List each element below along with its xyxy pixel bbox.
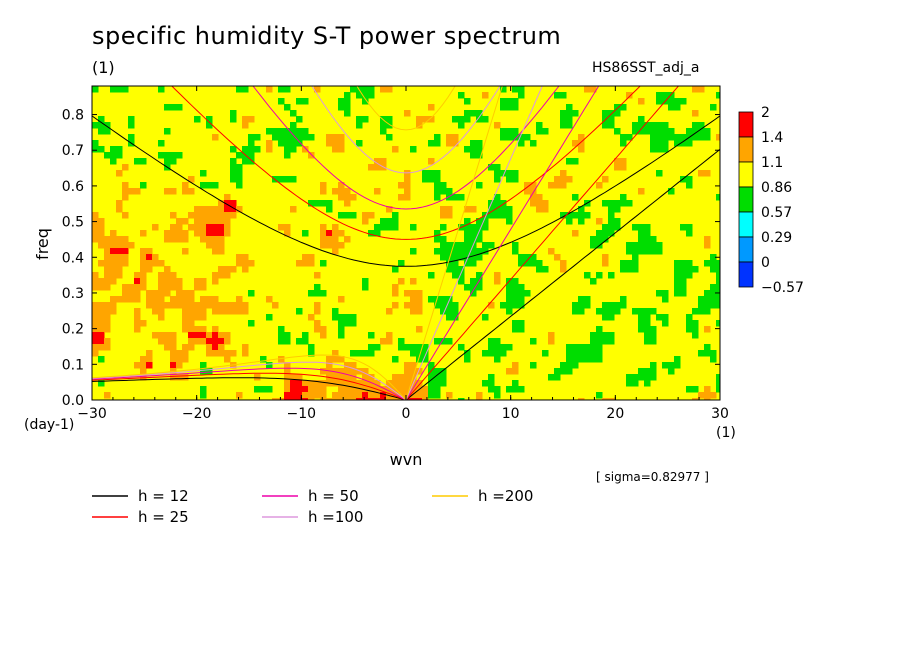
rossby-curve-3: [92, 361, 407, 400]
colorbar-swatch-3: [738, 186, 754, 213]
x-tick-label-3: 0: [402, 406, 411, 422]
gravity-curve-4: [356, 86, 456, 131]
y-tick-label-3: 0.3: [62, 286, 84, 302]
y-axis: 0.0 0.1 0.2 0.3 0.4 0.5 0.6 0.7 0.8: [62, 108, 720, 409]
y-tick-label-2: 0.2: [62, 322, 84, 338]
rossby-curve-4: [92, 354, 407, 400]
y-tick-label-8: 0.8: [62, 108, 84, 124]
gravity-curve-2: [252, 86, 560, 210]
sigma-annotation: [ sigma=0.82977 ]: [596, 470, 709, 484]
colorbar-swatch-4: [738, 211, 754, 238]
legend-label-2: h = 50: [308, 487, 359, 505]
rossby-curve-2: [92, 367, 407, 400]
y-axis-label: freq: [33, 228, 52, 260]
colorbar-label-7: −0.57: [761, 280, 804, 296]
legend-label-0: h = 12: [138, 487, 189, 505]
x-unit-label: (1): [716, 425, 736, 441]
y-tick-label-1: 0.1: [62, 357, 84, 373]
rossby-curve-1: [92, 372, 407, 400]
y-tick-label-4: 0.4: [62, 250, 84, 266]
kelvin-curve-3: [405, 86, 543, 400]
legend-label-3: h =100: [308, 508, 363, 526]
colorbar-label-4: 0.57: [761, 205, 792, 221]
x-axis: −30 −20 −10 0 10 20 30: [77, 86, 729, 422]
colorbar-label-6: 0: [761, 255, 770, 271]
x-axis-label: wvn: [390, 450, 423, 469]
kelvin-curve-1: [405, 86, 680, 400]
legend-label-1: h = 25: [138, 508, 189, 526]
colorbar-label-5: 0.29: [761, 230, 792, 246]
y-tick-label-5: 0.5: [62, 215, 84, 231]
gravity-curve-3: [311, 86, 501, 174]
colorbar-swatch-1: [738, 136, 754, 163]
y-tick-label-6: 0.6: [62, 179, 84, 195]
kelvin-curve-4: [405, 86, 503, 400]
y-unit-label: (day-1): [24, 417, 74, 433]
x-tick-label-1: −20: [182, 406, 212, 422]
power-spectrum-field: [92, 86, 720, 400]
x-tick-label-6: 30: [711, 406, 729, 422]
x-tick-label-0: −30: [77, 406, 107, 422]
colorbar-label-0: 2: [761, 105, 770, 121]
colorbar-swatch-0: [738, 111, 754, 138]
colorbar-label-2: 1.1: [761, 155, 783, 171]
chart-subtitle-experiment: HS86SST_adj_a: [592, 60, 700, 76]
kelvin-curve-0: [405, 148, 720, 400]
legend-label-4: h =200: [478, 487, 533, 505]
colorbar-swatch-2: [738, 161, 754, 188]
x-tick-label-2: −10: [287, 406, 317, 422]
dispersion-curves: [92, 86, 720, 400]
gravity-curve-1: [171, 86, 641, 240]
colorbar-label-1: 1.4: [761, 130, 783, 146]
legend: h = 12 h = 25 h = 50 h =100 h =200: [92, 487, 533, 526]
x-tick-label-5: 20: [606, 406, 624, 422]
y-tick-label-0: 0.0: [62, 393, 84, 409]
colorbar: 2 1.4 1.1 0.86 0.57 0.29 0 −0.57: [738, 105, 804, 296]
colorbar-swatch-6: [738, 261, 754, 288]
kelvin-curve-2: [405, 86, 600, 400]
x-tick-label-4: 10: [502, 406, 520, 422]
y-tick-label-7: 0.7: [62, 143, 84, 159]
rossby-curve-0: [92, 377, 407, 400]
chart-subtitle-units: (1): [92, 58, 115, 77]
chart-title: specific humidity S-T power spectrum: [92, 22, 562, 50]
colorbar-swatch-5: [738, 236, 754, 263]
colorbar-label-3: 0.86: [761, 180, 792, 196]
gravity-curve-0: [92, 115, 720, 267]
